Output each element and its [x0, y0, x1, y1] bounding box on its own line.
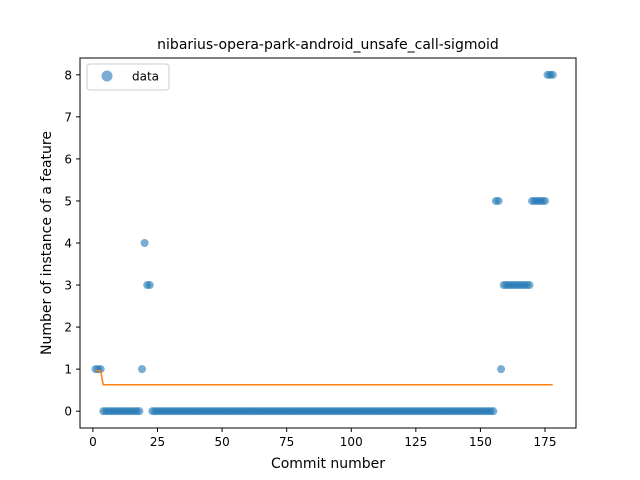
- legend-marker: [101, 70, 113, 82]
- x-tick-label: 50: [214, 435, 229, 449]
- data-point: [145, 281, 154, 290]
- y-tick-label: 8: [64, 68, 72, 82]
- x-tick-label: 0: [89, 435, 97, 449]
- x-tick-label: 150: [469, 435, 492, 449]
- x-tick-label: 125: [404, 435, 427, 449]
- y-tick-label: 4: [64, 237, 72, 251]
- y-axis-label: Number of instance of a feature: [39, 131, 55, 355]
- y-tick-label: 1: [64, 363, 72, 377]
- data-point: [138, 365, 146, 374]
- data-point: [494, 196, 503, 205]
- x-axis-label: Commit number: [271, 456, 385, 472]
- x-tick-label: 100: [340, 435, 363, 449]
- legend-label-data: data: [132, 70, 159, 84]
- data-point: [497, 365, 506, 374]
- y-axis: 0 1 2 3 4 5 6 7 8: [64, 68, 80, 419]
- y-tick-label: 2: [64, 321, 72, 335]
- y-tick-label: 3: [64, 279, 72, 293]
- y-tick-label: 0: [64, 405, 72, 419]
- data-point: [140, 239, 149, 247]
- plot-area: [91, 70, 557, 416]
- legend-box: [86, 63, 170, 91]
- data-point: [541, 196, 549, 205]
- data-point: [135, 407, 144, 416]
- x-tick-label: 25: [150, 435, 165, 449]
- legend: data: [86, 63, 170, 91]
- y-tick-label: 6: [64, 152, 72, 166]
- data-point: [489, 407, 498, 416]
- y-tick-label: 5: [64, 194, 72, 208]
- fit-line: [95, 369, 553, 386]
- chart-title: nibarius-opera-park-android_unsafe_call-…: [157, 37, 499, 53]
- data-point: [548, 70, 557, 79]
- x-tick-label: 175: [534, 435, 557, 449]
- data-point: [525, 281, 534, 290]
- y-tick-label: 7: [64, 110, 72, 124]
- x-tick-label: 75: [279, 435, 294, 449]
- x-axis: 0 25 50 75 100 125 150 175: [89, 428, 556, 449]
